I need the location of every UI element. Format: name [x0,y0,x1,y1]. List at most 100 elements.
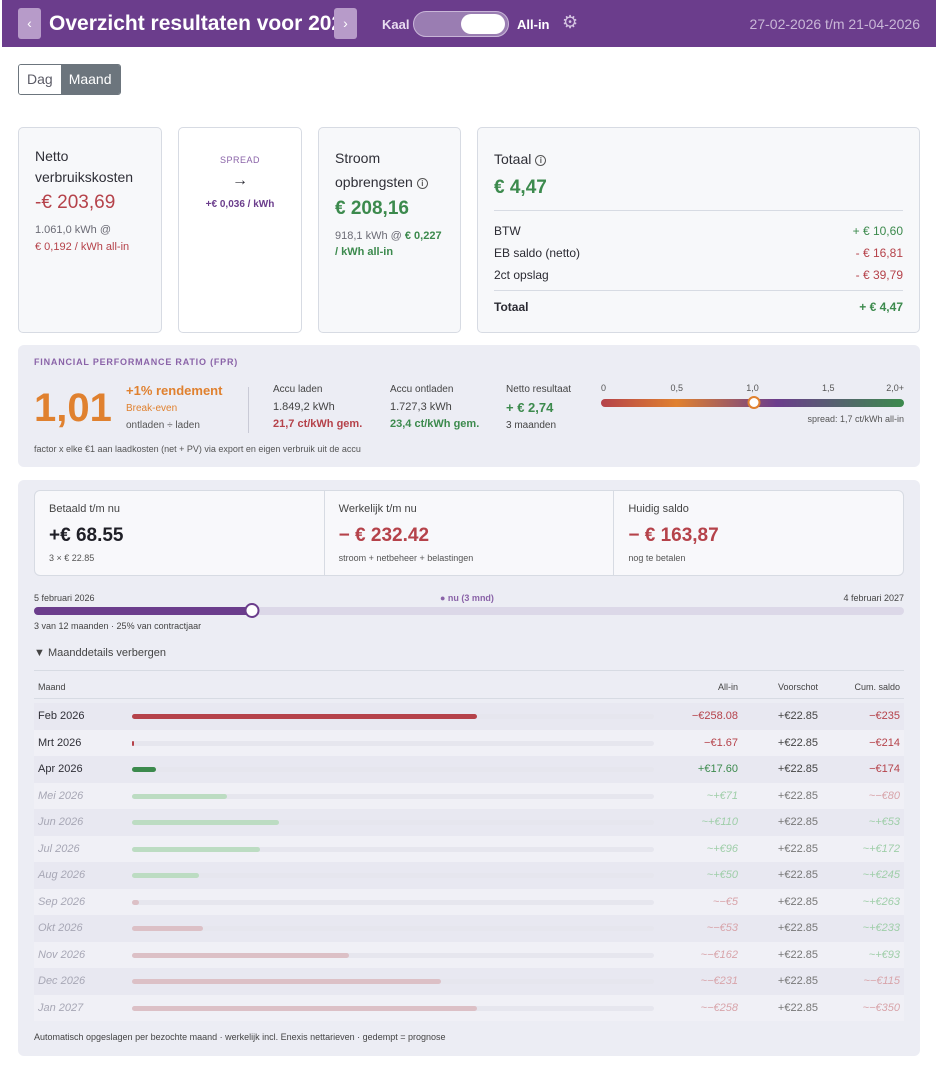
month-cum-saldo: ~+€53 [868,816,900,828]
fpr-rendement: +1% rendement [126,383,223,398]
month-bar [132,926,203,931]
accu-laden-label: Accu laden [273,384,323,395]
contract-progress-bar [34,603,904,618]
contract-progress-fill [34,607,252,615]
month-row: Jul 2026 ~+€96 +€22.85 ~+€172 [34,835,904,862]
month-details-toggle[interactable]: ▼ Maanddetails verbergen [34,647,166,659]
app-header: ‹ Overzicht resultaten voor 2026 › Kaal … [2,0,936,47]
col-header-voorschot: Voorschot [777,682,818,692]
fpr-gauge: 0 0,5 1,0 1,5 2,0+ spread: 1,7 ct/kWh all-in [601,383,904,424]
date-range: 27-02-2026 t/m 21-04-2026 [749,16,920,32]
breakdown-label: BTW [494,224,521,238]
month-cum-saldo: −€235 [869,710,900,722]
arrow-right-icon: → [232,172,248,189]
month-cum-saldo: ~−€350 [862,1001,900,1014]
month-bar [132,714,478,719]
timeline-end: 4 februari 2027 [843,593,904,603]
kpi-sub: nog te betalen [628,553,686,563]
verbruik-price: € 0,192 / kWh all-in [35,241,130,253]
month-name: Jan 2027 [38,1001,84,1014]
totaal-label: Totaal [494,151,532,167]
col-header-month: Maand [38,682,66,692]
month-allin: ~+€50 [706,869,738,881]
fpr-value: 1,01 [34,386,112,430]
month-bar-track [132,1005,654,1011]
month-bar-track [132,793,654,799]
month-voorschot: +€22.85 [777,948,818,961]
breakdown-value: - € 39,79 [855,268,903,282]
month-bar [132,899,139,905]
month-voorschot: +€22.85 [777,975,818,987]
netto-value: + € 2,74 [506,400,554,415]
month-bar-cell [132,942,654,969]
breakdown-total-row: Totaal + € 4,47 [494,290,903,321]
month-name: Jun 2026 [38,816,84,828]
fpr-footer: factor x elke €1 aan laadkosten (net + P… [34,444,361,454]
month-cum-saldo: ~−€80 [868,789,900,802]
month-allin: ~−€53 [706,922,738,934]
kpi-label: Werkelijk t/m nu [338,503,417,515]
kpi-werkelijk: Werkelijk t/m nu − € 232.42 stroom + net… [325,491,615,575]
totaal-card: Totaal i € 4,47 BTW + € 10,60 EB saldo (n… [477,127,920,333]
month-bar-track [132,846,654,852]
gear-icon[interactable]: ⚙ [562,12,579,32]
month-name: Mei 2026 [38,789,84,802]
gauge-tick-label: 1,0 [746,383,759,393]
opbrengst-label: Stroom opbrengsten [335,150,413,190]
verbruik-card: Netto verbruikskosten -€ 203,69 1.061,0 … [18,127,162,333]
month-bar [132,846,261,852]
month-name: Mrt 2026 [38,736,82,749]
breakdown-row: 2ct opslag - € 39,79 [494,264,903,286]
month-row: Mrt 2026 −€1.67 +€22.85 −€214 [34,729,904,756]
month-cum-saldo: ~+€245 [862,869,900,881]
breakdown-value: - € 16,81 [855,246,903,260]
contract-progress-marker [244,603,259,618]
month-voorschot: +€22.85 [777,1001,818,1014]
toggle-label-kaal: Kaal [382,17,410,32]
month-allin: −€1.67 [704,736,738,749]
opbrengst-kwh-wrap: 918,1 kWh @ € 0,227 [335,230,442,242]
toggle-label-allin: All-in [517,17,550,32]
month-voorschot: +€22.85 [777,763,818,775]
month-table: Maand All-in Voorschot Cum. saldo Feb 20… [34,670,904,1021]
netto-label: Netto resultaat [506,384,572,395]
col-header-allin: All-in [717,682,738,692]
month-bar-track [132,979,654,984]
month-bar-track [132,767,654,772]
month-voorschot: +€22.85 [777,842,818,855]
gauge-bar [601,396,904,409]
kpi-value: +€ 68.55 [49,525,124,546]
month-allin: ~+€71 [706,789,738,802]
gauge-tick-label: 2,0+ [886,383,904,393]
month-row: Sep 2026 ~−€5 +€22.85 ~+€263 [34,888,904,916]
accu-laden-stat: Accu laden 1.849,2 kWh 21,7 ct/kWh gem. [273,382,362,432]
previous-year-button[interactable]: ‹ [18,8,41,39]
info-icon[interactable]: i [535,155,547,166]
month-name: Jul 2026 [38,842,80,855]
view-dag-button[interactable]: Dag [19,65,61,94]
month-voorschot: +€22.85 [777,869,818,881]
kaal-allin-toggle[interactable] [413,11,509,37]
kpi-value: − € 163,87 [628,525,719,546]
gauge-tick-label: 0,5 [670,383,684,393]
gauge-tick-label: 1,5 [821,383,835,393]
spread-label: SPREAD [219,155,260,165]
month-row: Jun 2026 ~+€110 +€22.85 ~+€53 [34,809,904,836]
month-voorschot: +€22.85 [777,736,818,749]
month-name: Apr 2026 [38,763,83,775]
kpi-saldo: Huidig saldo − € 163,87 nog te betalen [614,491,903,575]
month-allin: ~−€258 [700,1001,738,1014]
month-bar [132,767,156,772]
accu-ontladen-kwh: 1.727,3 kWh [390,401,452,413]
month-bar-cell [132,889,654,916]
month-row: Jan 2027 ~−€258 +€22.85 ~−€350 [34,994,904,1021]
fpr-panel: FINANCIAL PERFORMANCE RATIO (FPR) 1,01 +… [18,345,920,467]
month-bar-track [132,926,654,931]
view-maand-button[interactable]: Maand [60,65,120,94]
next-year-button[interactable]: › [334,8,357,39]
month-bar-track [132,952,654,958]
month-name: Okt 2026 [38,922,83,934]
kpi-sub: 3 × € 22.85 [49,553,95,563]
contract-progress-text: 3 van 12 maanden · 25% van contractjaar [34,621,202,631]
info-icon[interactable]: i [416,178,428,189]
